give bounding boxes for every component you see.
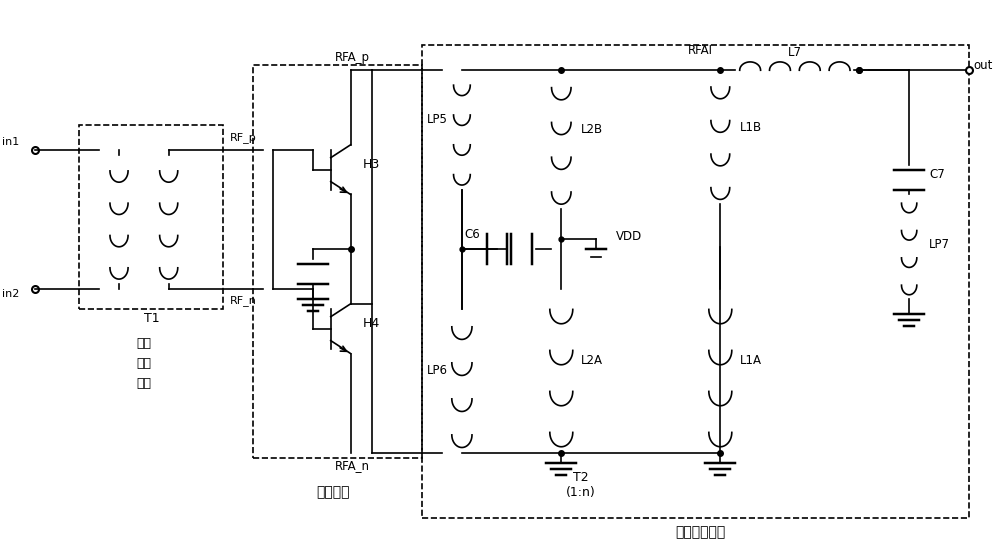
Text: H4: H4 (363, 317, 380, 330)
Text: VDD: VDD (616, 229, 642, 243)
Text: C7: C7 (929, 168, 945, 181)
Text: RFA_p: RFA_p (335, 51, 370, 64)
Text: 级间: 级间 (136, 337, 151, 350)
Text: 放大电路: 放大电路 (316, 486, 349, 500)
Text: T1: T1 (144, 312, 160, 325)
Text: RFA_n: RFA_n (335, 460, 370, 472)
Text: T2: T2 (573, 471, 589, 484)
Text: L2A: L2A (581, 355, 603, 367)
Text: 网络: 网络 (136, 377, 151, 390)
Text: RF_n: RF_n (230, 295, 257, 306)
Text: 输出匹配网络: 输出匹配网络 (675, 525, 726, 540)
Text: RFAI: RFAI (688, 44, 713, 57)
Text: L1A: L1A (740, 355, 762, 367)
Text: L2B: L2B (581, 124, 603, 136)
Bar (422, 46, 969, 518)
Text: (1:n): (1:n) (566, 486, 596, 499)
Text: C6: C6 (464, 228, 480, 241)
Text: in1: in1 (2, 137, 20, 147)
Text: out: out (974, 59, 993, 72)
Text: LP5: LP5 (427, 114, 447, 126)
Text: LP7: LP7 (929, 238, 950, 251)
Bar (79, 125, 223, 309)
Text: in2: in2 (2, 289, 20, 299)
Text: H3: H3 (363, 158, 380, 171)
Text: 匹配: 匹配 (136, 357, 151, 370)
Text: L7: L7 (788, 46, 802, 59)
Text: RF_p: RF_p (230, 132, 257, 143)
Text: L1B: L1B (740, 121, 762, 134)
Text: LP6: LP6 (427, 365, 448, 377)
Bar (253, 65, 422, 458)
